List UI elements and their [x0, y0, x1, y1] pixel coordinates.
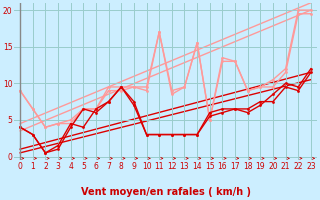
X-axis label: Vent moyen/en rafales ( km/h ): Vent moyen/en rafales ( km/h ) — [81, 187, 251, 197]
